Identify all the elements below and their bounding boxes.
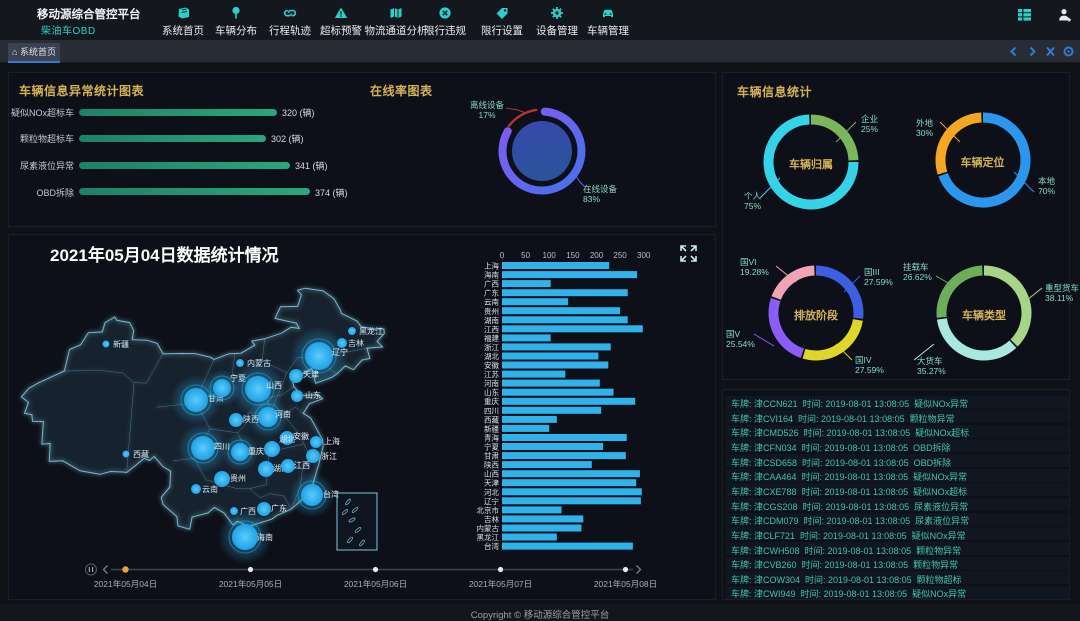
svg-text:150: 150 bbox=[566, 251, 580, 260]
svg-text:50: 50 bbox=[521, 251, 530, 260]
svg-text:广西: 广西 bbox=[484, 279, 499, 289]
svg-text:内蒙古: 内蒙古 bbox=[477, 523, 500, 533]
svg-text:2021年05月05日: 2021年05月05日 bbox=[219, 579, 282, 589]
svg-text:黑龙江: 黑龙江 bbox=[477, 532, 500, 542]
svg-text:云南: 云南 bbox=[202, 484, 218, 494]
svg-text:台湾: 台湾 bbox=[323, 489, 339, 499]
svg-text:浙江: 浙江 bbox=[321, 451, 337, 461]
svg-text:天津: 天津 bbox=[484, 479, 499, 488]
svg-text:重庆: 重庆 bbox=[484, 396, 499, 406]
svg-text:甘肃: 甘肃 bbox=[484, 451, 499, 461]
svg-text:山西: 山西 bbox=[266, 380, 282, 390]
svg-text:上海: 上海 bbox=[324, 436, 340, 446]
svg-text:四川: 四川 bbox=[484, 406, 499, 415]
svg-text:2021年05月07日: 2021年05月07日 bbox=[469, 579, 532, 589]
svg-text:安徽: 安徽 bbox=[293, 431, 309, 441]
svg-text:广东: 广东 bbox=[484, 288, 499, 298]
svg-text:辽宁: 辽宁 bbox=[332, 347, 348, 357]
svg-text:台湾: 台湾 bbox=[484, 541, 499, 551]
svg-text:贵州: 贵州 bbox=[484, 306, 499, 316]
svg-text:2021年05月08日: 2021年05月08日 bbox=[594, 579, 657, 589]
svg-text:陕西: 陕西 bbox=[243, 414, 259, 424]
svg-text:100: 100 bbox=[543, 251, 557, 260]
svg-text:福建: 福建 bbox=[484, 333, 499, 343]
svg-text:0: 0 bbox=[500, 251, 505, 260]
svg-text:河南: 河南 bbox=[275, 409, 291, 419]
svg-text:西藏: 西藏 bbox=[484, 414, 499, 424]
svg-text:吉林: 吉林 bbox=[348, 338, 364, 348]
svg-text:250: 250 bbox=[613, 251, 627, 260]
svg-text:河南: 河南 bbox=[484, 378, 499, 388]
svg-text:江苏: 江苏 bbox=[484, 369, 499, 379]
svg-text:新疆: 新疆 bbox=[484, 423, 499, 433]
svg-text:江西: 江西 bbox=[484, 325, 499, 334]
svg-text:陕西: 陕西 bbox=[484, 460, 499, 470]
svg-text:湖南: 湖南 bbox=[484, 315, 499, 325]
svg-text:海南: 海南 bbox=[257, 532, 273, 542]
svg-text:宁夏: 宁夏 bbox=[484, 442, 499, 452]
svg-text:安徽: 安徽 bbox=[484, 360, 499, 370]
svg-text:四川: 四川 bbox=[214, 442, 230, 451]
svg-text:湖南: 湖南 bbox=[273, 463, 289, 473]
svg-text:河北: 河北 bbox=[484, 488, 499, 497]
svg-text:湖北: 湖北 bbox=[279, 435, 295, 444]
svg-text:江西: 江西 bbox=[294, 461, 310, 470]
svg-text:吉林: 吉林 bbox=[484, 514, 499, 524]
svg-text:云南: 云南 bbox=[484, 297, 499, 307]
svg-text:黑龙江: 黑龙江 bbox=[359, 326, 383, 336]
svg-text:2021年05月06日: 2021年05月06日 bbox=[344, 579, 407, 589]
svg-text:海南: 海南 bbox=[484, 270, 499, 280]
svg-text:贵州: 贵州 bbox=[230, 473, 246, 483]
svg-text:重庆: 重庆 bbox=[248, 446, 264, 456]
svg-text:200: 200 bbox=[590, 251, 604, 260]
svg-text:西藏: 西藏 bbox=[133, 449, 149, 459]
svg-text:辽宁: 辽宁 bbox=[484, 496, 499, 506]
svg-text:天津: 天津 bbox=[303, 369, 319, 379]
svg-text:山东: 山东 bbox=[484, 387, 499, 397]
svg-text:300: 300 bbox=[637, 251, 651, 260]
svg-text:浙江: 浙江 bbox=[484, 342, 499, 352]
svg-text:内蒙古: 内蒙古 bbox=[247, 358, 271, 368]
svg-text:青海: 青海 bbox=[484, 433, 499, 443]
svg-text:上海: 上海 bbox=[484, 261, 499, 271]
svg-text:山东: 山东 bbox=[305, 390, 321, 400]
svg-text:广东: 广东 bbox=[271, 503, 287, 513]
svg-text:新疆: 新疆 bbox=[113, 339, 129, 349]
svg-text:2021年05月04日: 2021年05月04日 bbox=[94, 579, 157, 589]
svg-text:山西: 山西 bbox=[484, 469, 499, 479]
svg-text:北京市: 北京市 bbox=[477, 505, 500, 515]
svg-text:湖北: 湖北 bbox=[484, 352, 499, 361]
